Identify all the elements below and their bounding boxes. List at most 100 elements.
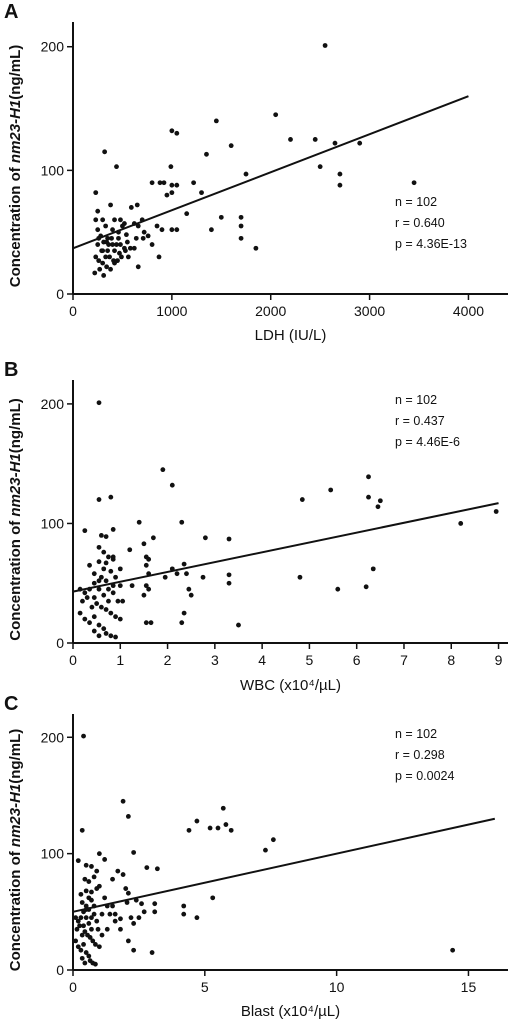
data-point bbox=[263, 847, 268, 853]
data-point bbox=[135, 223, 141, 229]
data-point bbox=[77, 923, 82, 929]
data-point bbox=[94, 918, 100, 924]
data-point bbox=[98, 533, 104, 538]
data-point bbox=[273, 112, 279, 118]
data-point bbox=[89, 889, 94, 895]
data-point bbox=[107, 911, 113, 917]
data-point bbox=[164, 192, 170, 198]
data-point bbox=[119, 254, 124, 260]
data-point bbox=[91, 628, 97, 634]
data-point bbox=[79, 900, 85, 905]
data-point bbox=[104, 264, 110, 270]
data-point bbox=[135, 264, 141, 270]
data-point bbox=[112, 260, 117, 266]
data-point bbox=[226, 536, 232, 542]
x-tick-label: 2000 bbox=[255, 303, 286, 319]
data-point bbox=[238, 214, 244, 220]
data-point bbox=[112, 911, 118, 917]
data-point bbox=[458, 521, 464, 526]
data-point bbox=[149, 950, 155, 955]
data-point bbox=[86, 953, 92, 959]
data-point bbox=[104, 926, 110, 932]
data-point bbox=[174, 227, 180, 233]
data-point bbox=[210, 895, 216, 901]
data-point bbox=[145, 233, 151, 239]
data-point bbox=[124, 239, 130, 245]
data-point bbox=[131, 221, 137, 226]
data-point bbox=[188, 592, 194, 598]
data-point bbox=[100, 248, 106, 254]
data-point bbox=[75, 918, 81, 924]
data-point bbox=[87, 620, 92, 626]
data-point bbox=[184, 211, 190, 217]
data-point bbox=[79, 827, 85, 833]
data-point bbox=[144, 865, 150, 870]
data-point bbox=[113, 574, 118, 580]
data-point bbox=[105, 235, 111, 241]
data-point bbox=[141, 592, 147, 598]
data-point bbox=[162, 574, 168, 580]
data-point bbox=[366, 474, 371, 480]
data-point bbox=[169, 128, 175, 134]
x-tick-label: 4000 bbox=[453, 303, 484, 319]
data-point bbox=[288, 137, 293, 142]
data-point bbox=[117, 616, 123, 622]
data-point bbox=[103, 578, 109, 584]
data-point bbox=[125, 254, 131, 260]
data-point bbox=[91, 874, 97, 880]
x-tick-label: 15 bbox=[461, 979, 477, 995]
y-tick-label: 100 bbox=[41, 162, 65, 178]
data-point bbox=[136, 519, 142, 525]
data-point bbox=[143, 562, 149, 568]
data-point bbox=[96, 633, 102, 639]
data-point bbox=[73, 938, 79, 944]
data-point bbox=[103, 254, 109, 260]
data-point bbox=[297, 574, 303, 580]
data-point bbox=[174, 571, 180, 577]
data-point bbox=[87, 562, 92, 568]
data-point bbox=[149, 180, 155, 186]
data-point bbox=[120, 798, 126, 804]
x-tick-label: 6 bbox=[353, 652, 361, 668]
data-point bbox=[141, 909, 147, 915]
data-point bbox=[148, 620, 154, 626]
data-point bbox=[116, 235, 121, 241]
data-point bbox=[117, 583, 123, 589]
stat-line: n = 102 bbox=[395, 195, 437, 209]
data-point bbox=[157, 180, 163, 186]
panel-letter: A bbox=[4, 1, 18, 23]
y-tick-label: 200 bbox=[41, 396, 65, 412]
data-point bbox=[102, 895, 108, 901]
data-point bbox=[169, 190, 175, 196]
data-point bbox=[113, 634, 118, 640]
data-point bbox=[110, 903, 115, 909]
y-tick-label: 0 bbox=[56, 286, 64, 302]
data-point bbox=[89, 926, 94, 932]
data-point bbox=[370, 566, 376, 572]
data-point bbox=[112, 918, 118, 924]
x-axis-label: Blast (x10⁴/µL) bbox=[241, 1003, 340, 1020]
data-point bbox=[89, 604, 95, 610]
data-point bbox=[332, 140, 338, 146]
stat-line: p = 4.46E-6 bbox=[395, 435, 460, 449]
data-point bbox=[377, 498, 383, 504]
y-axis-label-part: (ng/mL) bbox=[7, 45, 24, 100]
data-point bbox=[118, 242, 123, 247]
data-point bbox=[169, 482, 175, 488]
data-point bbox=[75, 944, 81, 950]
y-axis-label-part: nm23-H1 bbox=[7, 784, 24, 847]
x-tick-label: 2 bbox=[164, 652, 172, 668]
x-tick-label: 5 bbox=[306, 652, 314, 668]
data-point bbox=[101, 592, 107, 598]
data-point bbox=[96, 559, 102, 565]
data-point bbox=[93, 190, 99, 196]
data-point bbox=[366, 494, 371, 500]
data-point bbox=[93, 254, 99, 260]
data-point bbox=[83, 950, 89, 955]
stat-line: r = 0.298 bbox=[395, 748, 445, 762]
data-point bbox=[134, 202, 140, 208]
regression-line bbox=[72, 817, 496, 913]
x-tick-label: 0 bbox=[69, 652, 77, 668]
y-axis-label: Concentration of nm23-H1(ng/mL) bbox=[7, 398, 24, 641]
